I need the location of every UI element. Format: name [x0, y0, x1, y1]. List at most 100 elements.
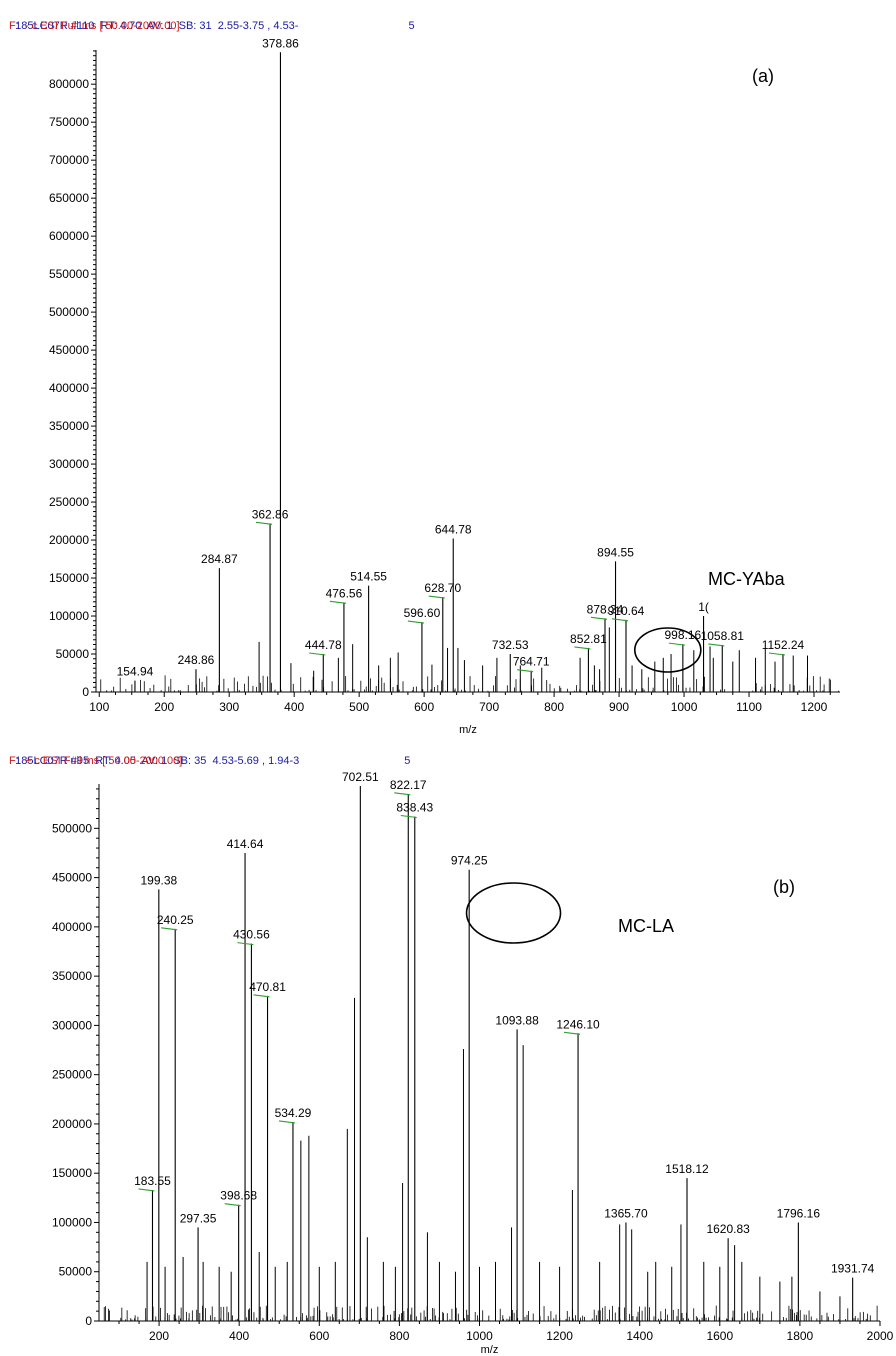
panel-a-y-tick-label: 400000 [49, 381, 89, 395]
panel-b-peak-label: 534.29 [275, 1106, 312, 1120]
panel-a-y-tick-label: 600000 [49, 229, 89, 243]
panel-a-peak-label: 894.55 [597, 545, 634, 559]
panel-b-highlight-ellipse [465, 882, 562, 944]
panel-b-peak-label: 838.43 [396, 801, 433, 815]
panel-a-highlight-ellipse [634, 627, 702, 673]
panel-a-scan-info-text: 185LC07R #110 RT: 4.70 AV: 1 SB: 31 2.55… [15, 20, 299, 32]
panel-a-y-tick-label: 250000 [49, 495, 89, 509]
panel-a-y-tick-label: 500000 [49, 305, 89, 319]
panel-a-label-connector [611, 618, 629, 622]
panel-a-y-tick-label: 550000 [49, 267, 89, 281]
panel-a-label-connector [590, 616, 608, 620]
panel-b-peak-label: 1931.74 [831, 1262, 875, 1276]
panel-a-x-tick-label: 300 [219, 700, 239, 714]
panel-a-peak-label: 378.86 [262, 36, 299, 50]
panel-a-y-tick-label: 200000 [49, 533, 89, 547]
panel-a-y-tick-label: 350000 [49, 419, 89, 433]
panel-b-label-connector [563, 1031, 581, 1035]
panel-a-peak-label: 596.60 [404, 606, 441, 620]
panel-b-header-filter: F: + c ESI Full ms [ 50.00-2000.00] [9, 755, 183, 767]
panel-a-y-tick-label: 650000 [49, 191, 89, 205]
panel-b-label-connector [400, 814, 417, 819]
panel-a-label-connector [708, 643, 725, 647]
panel-b-y-tick-label: 500000 [52, 821, 92, 835]
panel-b-peak-label: 183.55 [134, 1174, 171, 1188]
panel-b-peak-label: 430.56 [233, 928, 270, 942]
panel-a-x-tick-label: 1000 [671, 700, 698, 714]
panel-b-compound-annotation: MC-LA [618, 916, 674, 936]
panel-b-peak-label: 1365.70 [604, 1206, 648, 1220]
panel-b-peak-label: 199.38 [140, 873, 177, 887]
panel-b-x-axis-title: m/z [481, 1344, 499, 1356]
panel-b-peak-label: 414.64 [227, 837, 264, 851]
panel-b-x-tick-label: 600 [309, 1329, 329, 1343]
panel-b-label-connector [138, 1188, 155, 1192]
panel-a-peak-label: 362.86 [252, 507, 289, 521]
panel-b-x-tick-label: 1000 [466, 1329, 493, 1343]
panel-b-peak-label: 398.68 [220, 1189, 257, 1203]
panel-b-header-scan-info: 185LC07R #95 RT: 4.05 AV: 1 SB: 35 4.53-… [9, 743, 410, 767]
panel-a-y-tick-label: 750000 [49, 115, 89, 129]
panel-b-peak-label: 974.25 [451, 854, 488, 868]
panel-a-x-tick-label: 800 [544, 700, 564, 714]
panel-b-peak-label: 822.17 [390, 778, 427, 792]
panel-a-y-tick-label: 300000 [49, 457, 89, 471]
panel-b-y-tick-label: 400000 [52, 920, 92, 934]
panel-b-x-tick-label: 400 [229, 1329, 249, 1343]
panel-a-peak-label: 284.87 [201, 552, 238, 566]
panel-a-y-tick-label: 0 [82, 685, 89, 699]
panel-b-y-tick-label: 350000 [52, 969, 92, 983]
panel-a-peak-label: 248.86 [178, 653, 215, 667]
panel-b-label-connector [161, 927, 178, 931]
panel-a-x-tick-label: 200 [154, 700, 174, 714]
panel-b-x-tick-label: 1800 [787, 1329, 814, 1343]
panel-b-peak-label: 1093.88 [495, 1013, 539, 1027]
panel-a-peak-label: 910.64 [608, 604, 645, 618]
panel-b-x-tick-label: 2000 [867, 1329, 894, 1343]
panel-b-peak-label: 240.25 [157, 913, 194, 927]
panel-b-peak-label: 1518.12 [665, 1162, 709, 1176]
panel-b-y-tick-label: 250000 [52, 1068, 92, 1082]
panel-a-label-connector [517, 669, 534, 673]
panel-a-label-connector [329, 600, 346, 604]
panel-a-y-tick-label: 700000 [49, 153, 89, 167]
panel-a-label-connector [428, 595, 445, 599]
panel-b-label-connector [278, 1120, 296, 1124]
panel-b-y-tick-label: 200000 [52, 1117, 92, 1131]
panel-b-peak-label: 1246.10 [556, 1017, 600, 1031]
panel-a-peak-label: 732.53 [492, 638, 529, 652]
panel-a-y-tick-label: 50000 [56, 647, 90, 661]
panel-b-peak-label: 1796.16 [777, 1206, 821, 1220]
panel-a-label-connector [768, 652, 786, 656]
panel-b-x-tick-label: 1600 [706, 1329, 733, 1343]
panel-a-header-scan-info: 185LC07R #110 RT: 4.70 AV: 1 SB: 31 2.55… [9, 8, 414, 32]
panel-b-peak-label: 702.51 [342, 770, 379, 784]
panel-a-peak-label: 1152.24 [762, 638, 805, 652]
panel-a-label-connector [668, 642, 685, 646]
panel-a-peak-label: 154.94 [117, 665, 154, 679]
panel-a-peak-label: 628.70 [424, 581, 461, 595]
panel-a-peak-label: 998.16 [665, 628, 702, 642]
panel-a-peak-label: 1( [698, 600, 709, 614]
panel-b-x-tick-label: 1200 [546, 1329, 573, 1343]
panel-b-y-tick-label: 0 [85, 1314, 92, 1328]
panel-a-compound-annotation: MC-YAba [708, 569, 786, 589]
panel-a-peak-label: 476.56 [326, 586, 363, 600]
panel-b-y-tick-label: 150000 [52, 1166, 92, 1180]
panel-b-scan-info-tail: 5 [404, 755, 411, 767]
panel-a-peak-label: 764.71 [513, 655, 550, 669]
panel-a-x-tick-label: 1100 [736, 700, 762, 714]
panel-b-y-tick-label: 100000 [52, 1215, 92, 1229]
panel-a-x-tick-label: 500 [349, 700, 369, 714]
panel-b-peak-label: 297.35 [180, 1211, 217, 1225]
panel-b-x-tick-label: 200 [149, 1329, 169, 1343]
panel-a-x-tick-label: 1200 [801, 700, 828, 714]
panel-a-label-connector [407, 620, 424, 624]
panel-a-peak-label: 514.55 [350, 570, 387, 584]
panel-a-x-tick-label: 100 [89, 700, 109, 714]
panel-a-header-filter: F: - c ESI Full ms [ 50.00-2000.00] [9, 20, 180, 32]
panel-a-x-tick-label: 400 [284, 700, 304, 714]
panel-b-peak-label: 470.81 [249, 980, 286, 994]
panel-b-panel-label: (b) [773, 877, 795, 897]
